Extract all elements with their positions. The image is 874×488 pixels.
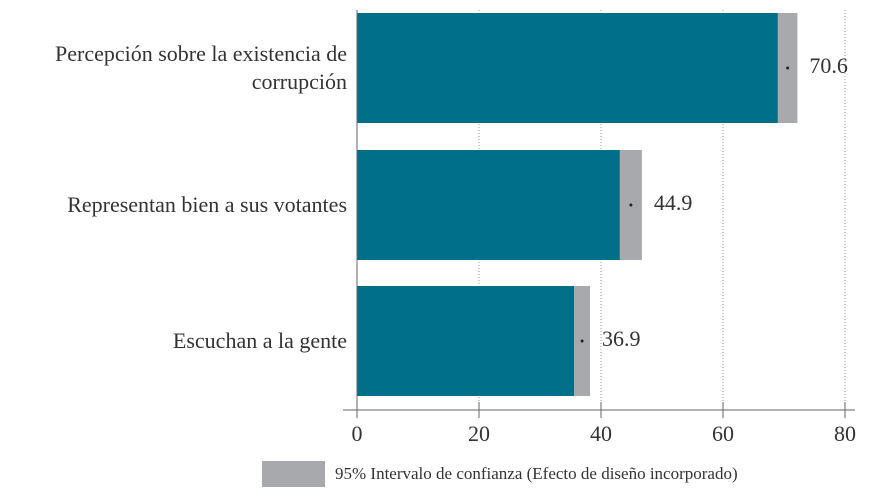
bar — [357, 286, 575, 396]
value-label: 44.9 — [654, 190, 693, 215]
bar — [357, 150, 620, 260]
legend-label: 95% Intervalo de confianza (Efecto de di… — [335, 464, 738, 483]
x-tick-label: 80 — [834, 421, 856, 446]
legend-swatch — [262, 461, 325, 487]
x-tick-label: 20 — [468, 421, 490, 446]
point-estimate — [629, 203, 633, 207]
x-tick-label: 60 — [712, 421, 734, 446]
x-tick-label: 40 — [590, 421, 612, 446]
point-estimate — [786, 66, 790, 70]
point-estimate — [580, 339, 584, 343]
bar — [357, 13, 778, 123]
category-label: Escuchan a la gente — [172, 328, 347, 353]
category-label: Percepción sobre la existencia de corrup… — [55, 41, 347, 94]
value-label: 36.9 — [602, 326, 641, 351]
value-label: 70.6 — [809, 53, 848, 78]
category-label: Representan bien a sus votantes — [67, 192, 347, 217]
x-tick-label: 0 — [352, 421, 363, 446]
